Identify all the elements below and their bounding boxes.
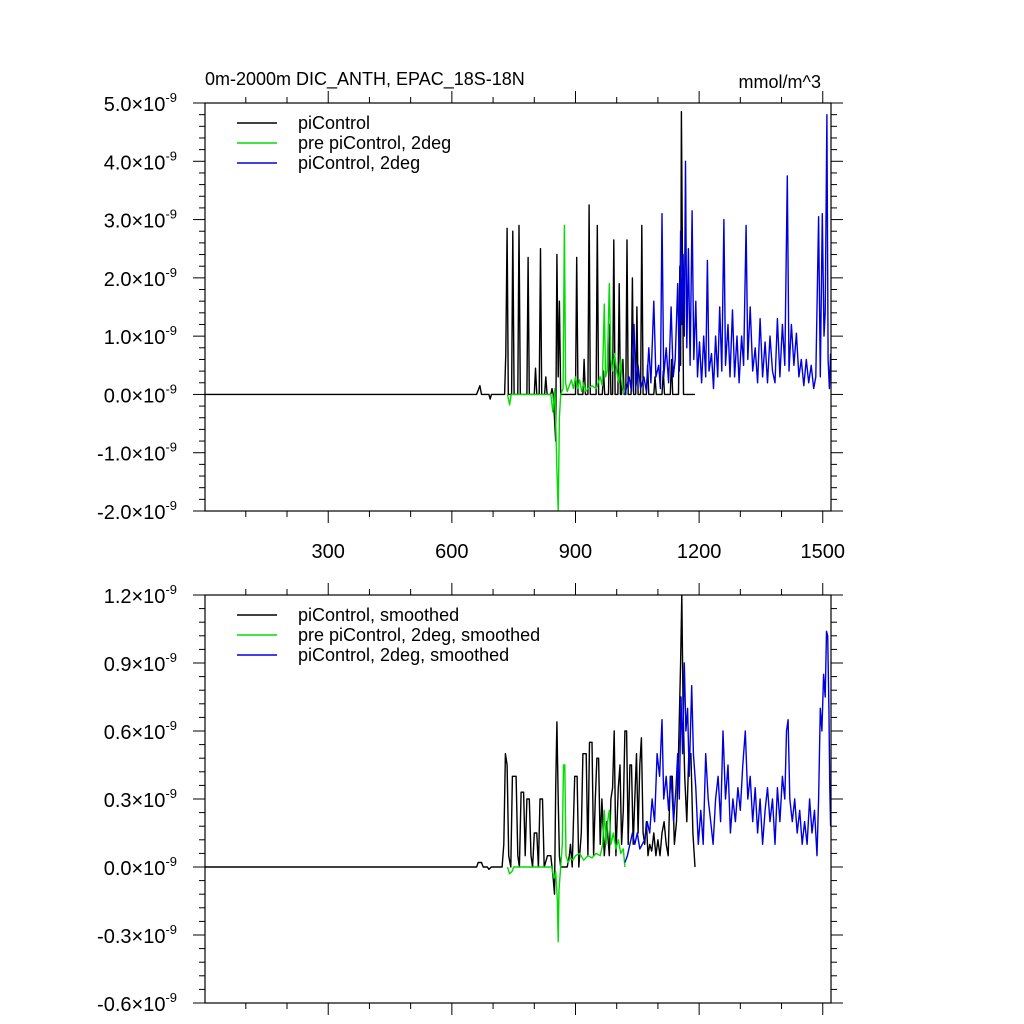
bottom-legend-label: piControl, 2deg, smoothed [298,645,509,665]
top-panel: 300 600 900 1200 1500 -2.0×10-9 -1.0×10-9 0.0×1… [97,69,845,563]
top-y-tick-label: -2.0×10-9 [97,498,177,524]
top-series-line-2 [624,114,831,395]
bottom-y-tick-label: -0.3×10-9 [97,922,177,948]
top-series-group [205,111,831,511]
bottom-series-line-1 [506,764,626,943]
top-x-tick-label: 1500 [801,541,846,563]
top-plot-frame [204,102,832,512]
bottom-x-ticks [245,583,824,1015]
top-y-tick-label: 3.0×10-9 [104,207,177,233]
top-x-tick-label: 600 [435,541,468,563]
bottom-series-group [205,595,831,943]
top-x-tick-label: 300 [312,541,345,563]
units-label: mmol/m^3 [739,72,821,92]
top-y-tick-label: 1.0×10-9 [104,323,177,349]
top-y-tick-label: 0.0×10-9 [104,381,177,407]
bottom-y-tick-label: 1.2×10-9 [104,582,177,608]
top-y-tick-label: 2.0×10-9 [104,265,177,291]
bottom-y-tick-label: 0.3×10-9 [104,786,177,812]
bottom-legend-label: piControl, smoothed [298,605,459,625]
top-series-line-1 [506,224,626,511]
top-legend-label: piControl [298,113,370,133]
bottom-panel: -0.6×10-9 -0.3×10-9 0.0×10-9 0.3×10-9 0.6×10… [97,582,843,1016]
top-legend-label: piControl, 2deg [298,153,420,173]
bottom-legend-label: pre piControl, 2deg, smoothed [298,625,540,645]
bottom-y-tick-label: 0.0×10-9 [104,854,177,880]
top-legend-label: pre piControl, 2deg [298,133,451,153]
top-y-ticks [193,102,843,512]
bottom-series-line-0 [205,595,696,895]
top-y-tick-label: 4.0×10-9 [104,148,177,174]
top-series-line-0 [205,111,695,442]
top-y-tick-label: -1.0×10-9 [97,440,177,466]
top-x-ticks [245,91,824,523]
bottom-series-line-2 [624,630,831,863]
bottom-y-tick-label: 0.9×10-9 [104,650,177,676]
top-x-tick-label: 900 [559,541,592,563]
top-x-tick-label: 1200 [677,541,722,563]
top-y-tick-label: 5.0×10-9 [104,90,177,116]
bottom-y-tick-label: -0.6×10-9 [97,990,177,1016]
bottom-y-tick-label: 0.6×10-9 [104,718,177,744]
chart-title: 0m-2000m DIC_ANTH, EPAC_18S-18N [205,69,525,90]
bottom-y-ticks [193,594,843,1004]
